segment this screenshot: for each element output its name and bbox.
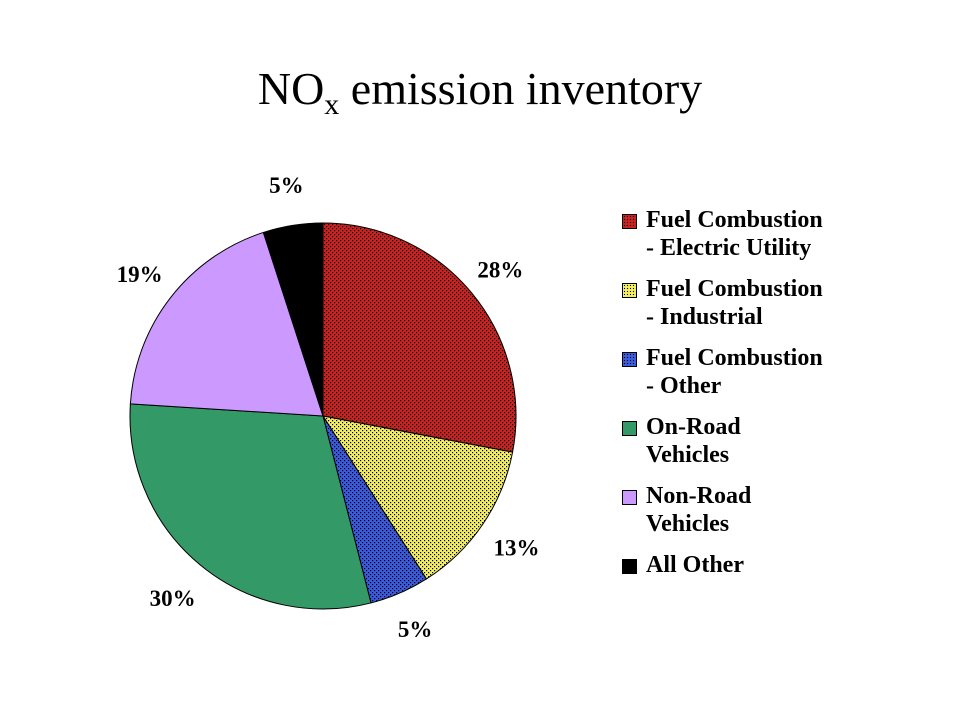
legend-item-fuel-combustion-other: Fuel Combustion - Other xyxy=(622,344,922,400)
pie-label-non-road-vehicles: 19% xyxy=(117,262,163,287)
chart-title: NOx emission inventory xyxy=(0,62,960,120)
legend-item-fuel-combustion-industrial: Fuel Combustion - Industrial xyxy=(622,275,922,331)
chart-title-suffix: emission inventory xyxy=(339,63,703,114)
legend-label-line: Fuel Combustion xyxy=(646,276,823,302)
legend-label-line: - Industrial xyxy=(646,304,763,330)
pie-slice-non-road-vehicles xyxy=(129,231,324,417)
pie-label-all-other: 5% xyxy=(269,173,304,198)
pie-slices xyxy=(129,222,517,610)
legend-item-all-other: All Other xyxy=(622,551,922,579)
pie-slice-fuel-combustion-electric-utility xyxy=(322,222,517,453)
legend-label-line: - Electric Utility xyxy=(646,235,812,261)
legend-swatch-fuel-combustion-other xyxy=(622,352,637,367)
pie-label-on-road-vehicles: 30% xyxy=(150,586,196,611)
legend-swatch-fuel-combustion-industrial xyxy=(622,283,637,298)
legend-item-fuel-combustion-electric-utility: Fuel Combustion - Electric Utility xyxy=(622,206,922,262)
pie-labels: 28% 13% 5% 30% 19% 5% xyxy=(117,173,540,642)
legend-label-line: Fuel Combustion xyxy=(646,345,823,371)
chart-title-main: NO xyxy=(257,63,325,114)
legend-label-line: Vehicles xyxy=(646,511,730,537)
legend-label-line: On-Road xyxy=(646,414,741,440)
legend-label-line: - Other xyxy=(646,373,722,399)
legend-label-line: Non-Road xyxy=(646,483,752,509)
legend-swatch-on-road-vehicles xyxy=(622,421,637,436)
legend-label-line: Fuel Combustion xyxy=(646,207,823,233)
pie-label-fuel-combustion-industrial: 13% xyxy=(494,536,540,561)
pie-slice-on-road-vehicles xyxy=(129,403,372,610)
chart-title-subscript: x xyxy=(324,88,340,121)
legend-swatch-fuel-combustion-electric-utility xyxy=(622,214,637,229)
legend-swatch-all-other xyxy=(622,559,637,574)
pie-label-fuel-combustion-other: 5% xyxy=(398,617,433,642)
pie-slice-fuel-combustion-industrial xyxy=(321,415,514,580)
pie-label-fuel-combustion-electric-utility: 28% xyxy=(477,257,523,282)
legend-item-non-road-vehicles: Non-Road Vehicles xyxy=(622,482,922,538)
legend-label-line: Vehicles xyxy=(646,442,730,468)
legend-item-on-road-vehicles: On-Road Vehicles xyxy=(622,413,922,469)
legend-label-line: All Other xyxy=(646,552,744,578)
pie-slice-all-other xyxy=(262,222,324,417)
legend-swatch-non-road-vehicles xyxy=(622,490,637,505)
chart-legend: Fuel Combustion - Electric Utility Fuel Co… xyxy=(622,206,922,592)
